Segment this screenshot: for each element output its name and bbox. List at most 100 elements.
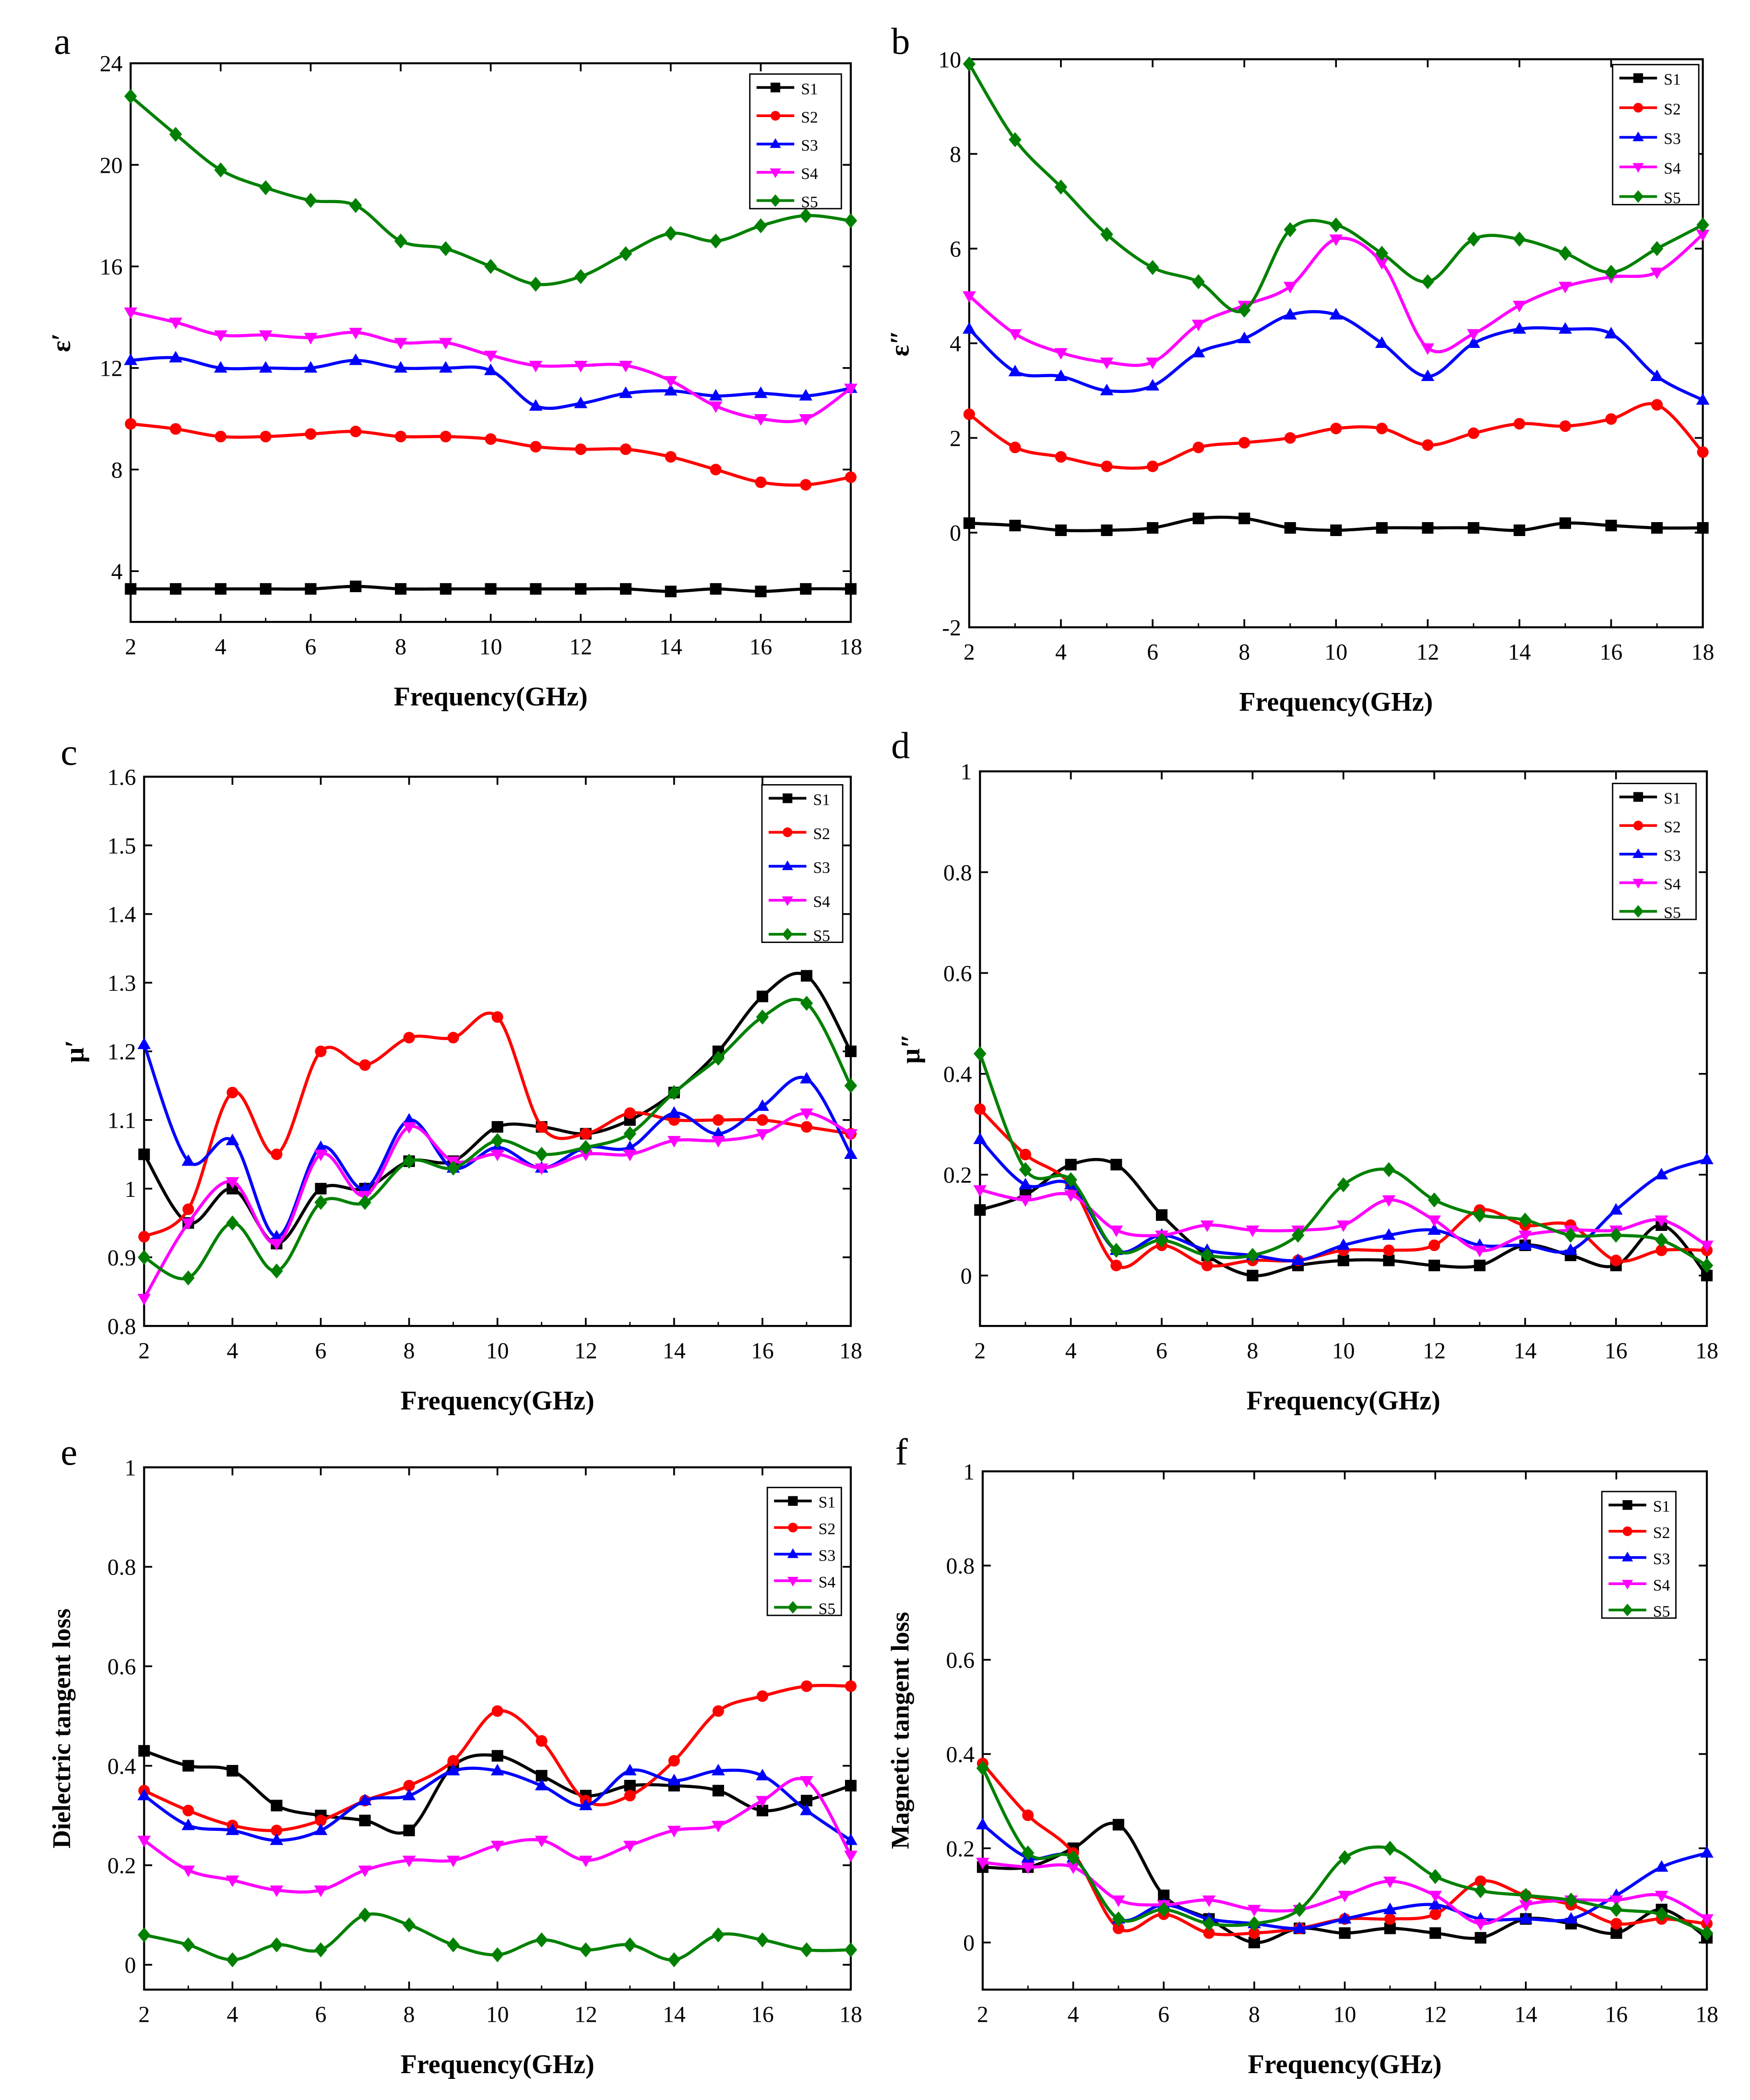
- series-S2: [976, 1757, 1713, 1939]
- data-point: [491, 1705, 503, 1717]
- data-point: [1700, 1241, 1714, 1253]
- x-tick-label: 2: [964, 640, 975, 665]
- series-S1: [138, 1745, 857, 1837]
- data-point: [394, 430, 407, 442]
- legend-label: S4: [1664, 875, 1681, 893]
- data-point: [844, 1850, 857, 1862]
- x-tick-label: 6: [1156, 1338, 1167, 1363]
- data-point: [1473, 1245, 1487, 1257]
- x-tick-label: 8: [404, 1338, 415, 1363]
- data-point: [667, 1106, 681, 1118]
- y-tick-label: 0: [961, 1264, 972, 1289]
- series-S4: [124, 307, 857, 426]
- data-point: [270, 1833, 284, 1845]
- data-point: [1696, 217, 1709, 233]
- x-tick-label: 10: [1324, 640, 1347, 665]
- data-point: [756, 1129, 769, 1141]
- data-point: [485, 433, 497, 445]
- data-point: [305, 583, 317, 595]
- data-point: [709, 233, 722, 249]
- data-point: [574, 396, 588, 408]
- x-tick-label: 16: [750, 634, 773, 659]
- data-point: [574, 269, 587, 285]
- data-point: [536, 1121, 548, 1133]
- legend-item-S2: S2: [768, 825, 830, 843]
- data-point: [579, 1798, 593, 1811]
- data-point: [756, 1796, 769, 1808]
- data-point: [1021, 1862, 1035, 1874]
- y-tick-label: 0.4: [946, 1742, 975, 1767]
- data-point: [349, 328, 363, 340]
- data-point: [1564, 1243, 1577, 1255]
- data-point: [1065, 1158, 1077, 1170]
- y-tick-label: 1.4: [107, 903, 136, 928]
- data-point: [271, 1148, 283, 1160]
- legend-label: S1: [813, 791, 830, 809]
- data-point: [490, 1764, 504, 1776]
- data-point: [1055, 524, 1067, 537]
- y-tick-label: 0: [950, 521, 961, 546]
- data-point: [1650, 241, 1664, 256]
- data-point: [710, 464, 722, 476]
- data-point: [447, 1937, 460, 1953]
- data-point: [1655, 1232, 1668, 1248]
- data-point: [1329, 308, 1343, 320]
- y-tick-label: 0.2: [946, 1837, 975, 1861]
- data-point: [358, 1181, 372, 1193]
- legend-marker: [782, 860, 793, 871]
- data-point: [1382, 1162, 1395, 1178]
- data-point: [800, 1121, 813, 1133]
- x-tick-label: 18: [1695, 2002, 1718, 2027]
- panel-letter: b: [891, 20, 910, 62]
- data-point: [1293, 1921, 1307, 1933]
- data-point: [226, 1215, 239, 1231]
- data-point: [1473, 1207, 1486, 1223]
- data-point: [1559, 517, 1571, 529]
- data-point: [800, 1108, 813, 1121]
- data-point: [259, 180, 272, 195]
- series-line: [143, 998, 852, 1280]
- data-point: [664, 383, 678, 396]
- data-point: [1655, 1860, 1668, 1872]
- data-point: [1610, 1254, 1622, 1266]
- data-point: [756, 1768, 769, 1780]
- data-point: [1428, 1215, 1441, 1227]
- legend-item-S4: S4: [1608, 1576, 1670, 1594]
- data-point: [182, 1203, 194, 1215]
- data-point: [314, 1823, 328, 1835]
- series-S3: [962, 308, 1710, 405]
- data-point: [182, 1760, 194, 1772]
- series-line: [143, 1749, 852, 1835]
- series-line: [982, 1822, 1708, 1945]
- data-point: [1008, 365, 1022, 377]
- data-point: [1519, 1912, 1533, 1924]
- legend-marker: [788, 1523, 798, 1533]
- data-point: [1383, 1244, 1395, 1256]
- data-point: [974, 1103, 986, 1115]
- legend-item-S3: S3: [768, 859, 830, 877]
- legend-marker: [782, 896, 793, 907]
- data-point: [535, 1163, 548, 1175]
- data-point: [169, 423, 182, 435]
- data-point: [1650, 369, 1664, 382]
- data-point: [624, 1790, 636, 1802]
- data-point: [137, 1294, 151, 1306]
- legend-marker: [1622, 1526, 1632, 1536]
- data-point: [667, 1826, 681, 1838]
- legend-box: [749, 73, 842, 210]
- data-point: [358, 1907, 371, 1923]
- x-tick-label: 2: [138, 2002, 150, 2027]
- legend-marker: [770, 111, 781, 121]
- data-point: [1605, 413, 1617, 425]
- data-point: [270, 1229, 284, 1241]
- data-point: [844, 1129, 857, 1141]
- data-point: [1696, 229, 1710, 241]
- y-tick-label: 0.6: [946, 1648, 975, 1673]
- legend-label: S1: [1653, 1498, 1670, 1515]
- data-point: [181, 1154, 195, 1166]
- data-point: [1383, 1876, 1397, 1888]
- data-point: [1610, 1902, 1623, 1917]
- legend-marker: [783, 827, 793, 837]
- panel-b: b 2 4 6 8 10 12 14 16 18 -2 0 2 4 6 8 10 Frequency(GHz) ε″…: [885, 20, 1714, 717]
- panel-a: a2 4 6 8 10 12 14 16 184812162024Frequency(GHz)ε…: [47, 20, 862, 712]
